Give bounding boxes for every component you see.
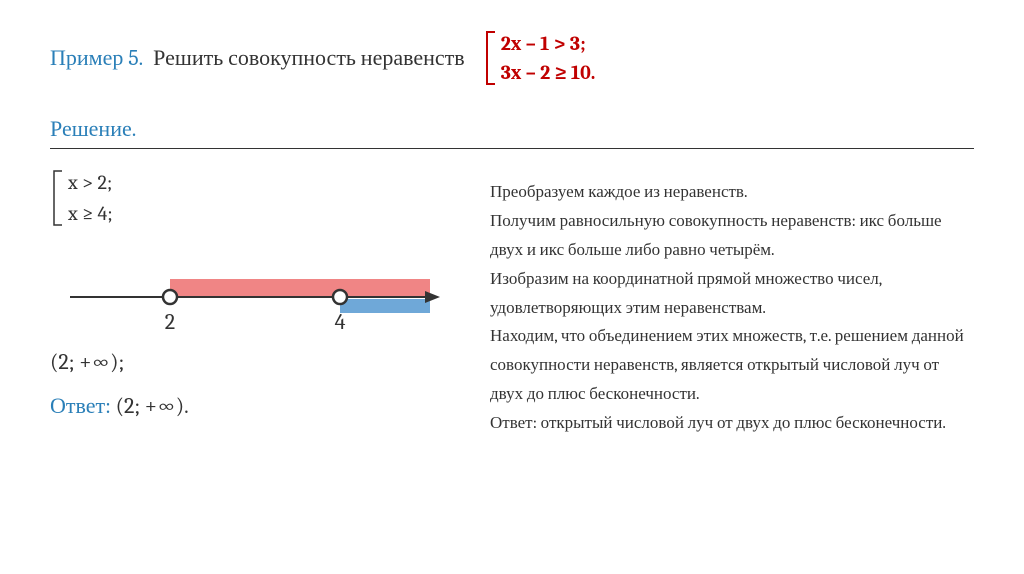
tick-label-2: 2 <box>165 309 175 335</box>
region-lower <box>340 299 430 313</box>
square-bracket-icon <box>50 169 64 227</box>
interval-notation: (2; +∞); <box>50 349 450 375</box>
point-4 <box>333 290 347 304</box>
solution-label: Решение. <box>50 116 974 149</box>
left-column: x > 2; x ≥ 4; 2 4 <box>50 169 450 439</box>
problem-text: Решить совокупность неравенств <box>153 45 465 71</box>
answer-label: Ответ: <box>50 393 111 419</box>
square-bracket-icon <box>483 30 497 86</box>
simplified-line-1: x > 2; <box>68 171 113 194</box>
content-row: x > 2; x ≥ 4; 2 4 <box>50 169 974 439</box>
problem-header: Пример 5. Решить совокупность неравенств… <box>50 30 974 86</box>
explanation-p1: Преобразуем каждое из неравенств. <box>490 179 974 208</box>
point-2 <box>163 290 177 304</box>
explanation-column: Преобразуем каждое из неравенств. Получи… <box>490 169 974 439</box>
simplified-line-2: x ≥ 4; <box>68 202 113 225</box>
system-line-2: 3x – 2 ≥ 10. <box>501 61 596 84</box>
simplified-system: x > 2; x ≥ 4; <box>50 169 450 227</box>
system-lines: 2x – 1 > 3; 3x – 2 ≥ 10. <box>497 32 596 84</box>
system-line-1: 2x – 1 > 3; <box>501 32 596 55</box>
number-line-chart: 2 4 <box>60 257 440 337</box>
answer-row: Ответ: (2; +∞). <box>50 393 450 419</box>
explanation-p5: Ответ: открытый числовой луч от двух до … <box>490 410 974 439</box>
explanation-p2: Получим равносильную совокупность нераве… <box>490 208 974 266</box>
explanation-p3: Изобразим на координатной прямой множест… <box>490 266 974 324</box>
arrow-icon <box>425 291 440 303</box>
tick-label-4: 4 <box>335 309 346 335</box>
example-label: Пример 5. <box>50 45 143 71</box>
problem-system: 2x – 1 > 3; 3x – 2 ≥ 10. <box>483 30 596 86</box>
explanation-p4: Находим, что объединением этих множеств,… <box>490 323 974 410</box>
answer-value: (2; +∞). <box>116 393 189 419</box>
region-upper <box>170 279 430 297</box>
simplified-lines: x > 2; x ≥ 4; <box>64 171 113 225</box>
